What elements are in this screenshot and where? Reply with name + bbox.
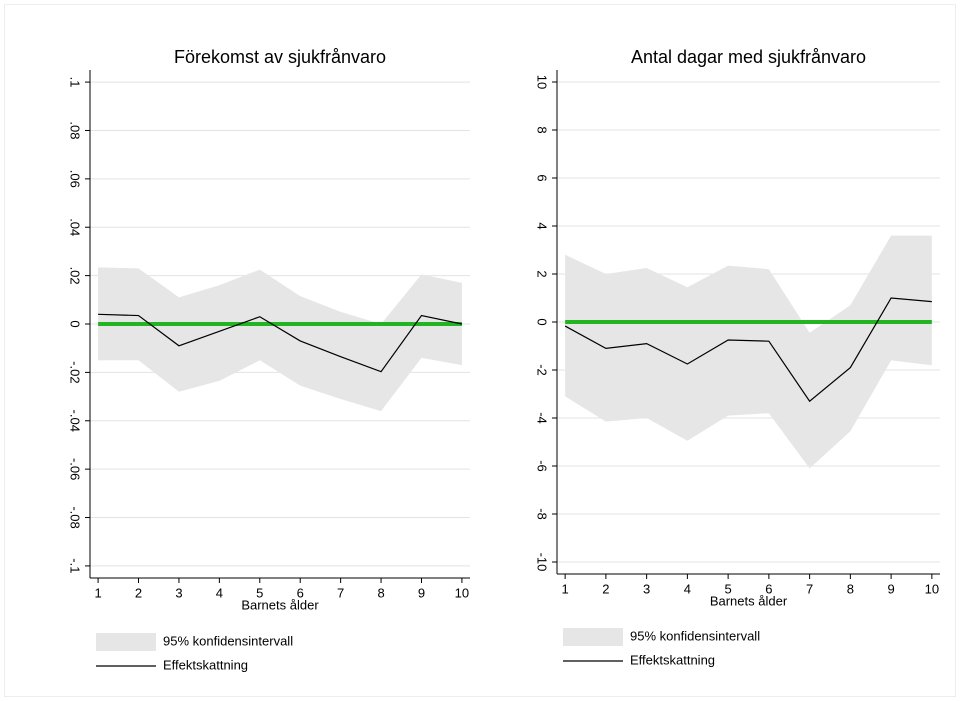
y-tick-label: 6 xyxy=(535,174,550,181)
x-tick-label: 8 xyxy=(377,585,384,600)
legend-label: Effektskattning xyxy=(163,657,248,672)
y-tick-label: 2 xyxy=(535,270,550,277)
y-tick-label: -.1 xyxy=(68,558,83,573)
y-tick-label: -.02 xyxy=(68,361,83,383)
x-tick-label: 3 xyxy=(175,585,182,600)
legend-swatch xyxy=(96,633,156,651)
y-tick-label: -8 xyxy=(535,508,550,520)
legend-label: 95% konfidensintervall xyxy=(163,633,293,648)
effect-line xyxy=(564,297,932,403)
x-tick-label: 6 xyxy=(297,585,304,600)
confidence-band xyxy=(98,267,462,412)
y-tick-label: -.08 xyxy=(68,506,83,528)
x-tick-label: 1 xyxy=(562,581,569,596)
y-tick-label: -.06 xyxy=(68,458,83,480)
x-tick-label: 2 xyxy=(135,585,142,600)
x-tick-label: 10 xyxy=(455,585,469,600)
x-tick-label: 7 xyxy=(337,585,344,600)
y-tick-label: 10 xyxy=(535,75,550,89)
y-tick-label: 4 xyxy=(535,222,550,229)
legend-swatch xyxy=(563,628,623,646)
y-tick-label: .08 xyxy=(68,121,83,139)
x-tick-label: 6 xyxy=(765,581,772,596)
legend-label: Effektskattning xyxy=(630,652,715,667)
y-tick-label: 8 xyxy=(535,126,550,133)
y-tick-label: .06 xyxy=(68,170,83,188)
y-tick-label: .1 xyxy=(68,77,83,88)
y-tick-label: 0 xyxy=(68,320,83,327)
y-tick-label: -2 xyxy=(535,364,550,376)
y-tick-label: .04 xyxy=(68,218,83,236)
y-tick-label: -.04 xyxy=(68,410,83,432)
x-tick-label: 8 xyxy=(847,581,854,596)
legend-label: 95% konfidensintervall xyxy=(630,628,760,643)
x-tick-label: 7 xyxy=(806,581,813,596)
x-axis-label: Barnets ålder xyxy=(710,593,788,608)
x-tick-label: 4 xyxy=(216,585,223,600)
x-tick-label: 3 xyxy=(643,581,650,596)
confidence-band xyxy=(565,235,932,469)
y-tick-label: 0 xyxy=(535,318,550,325)
x-axis-label: Barnets ålder xyxy=(241,597,319,612)
y-tick-label: -6 xyxy=(535,460,550,472)
chart-title: Förekomst av sjukfrånvaro xyxy=(174,47,386,67)
x-tick-label: 5 xyxy=(256,585,263,600)
x-tick-label: 1 xyxy=(94,585,101,600)
x-tick-label: 9 xyxy=(418,585,425,600)
x-tick-label: 2 xyxy=(602,581,609,596)
y-tick-label: -4 xyxy=(535,412,550,424)
x-tick-label: 10 xyxy=(925,581,939,596)
x-tick-label: 5 xyxy=(725,581,732,596)
y-tick-label: -10 xyxy=(535,553,550,572)
y-tick-label: .02 xyxy=(68,267,83,285)
chart-title: Antal dagar med sjukfrånvaro xyxy=(631,47,866,67)
x-tick-label: 9 xyxy=(887,581,894,596)
x-tick-label: 4 xyxy=(684,581,691,596)
effect-line xyxy=(98,313,463,373)
